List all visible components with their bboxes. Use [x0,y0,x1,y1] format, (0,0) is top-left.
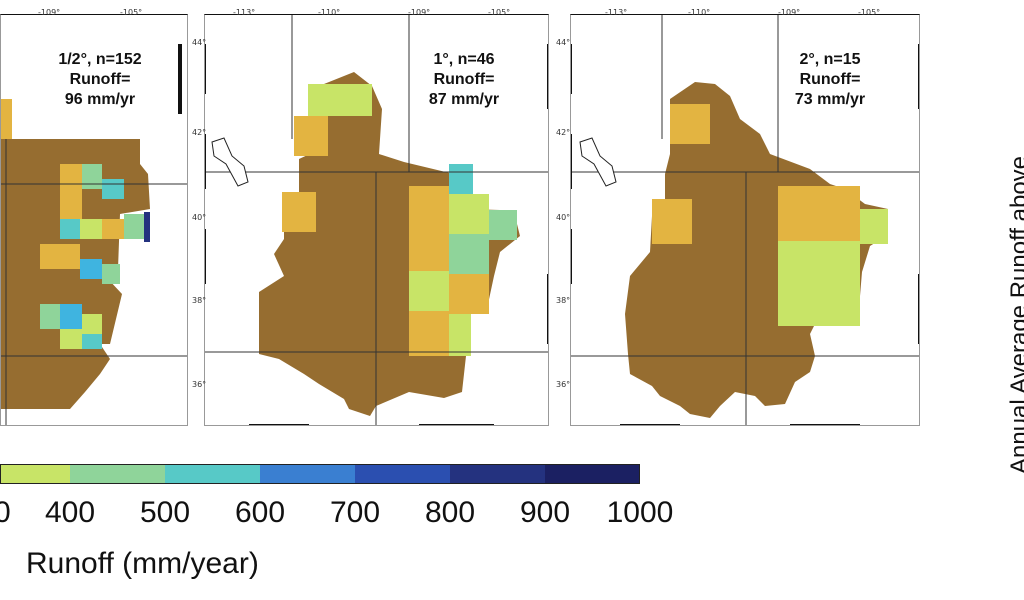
colorbar-tick-label: 900 [519,496,571,529]
colorbar-tick-label: 0 [0,496,11,529]
colorbar-segment [165,464,260,484]
lat-tick: 38° [192,296,207,305]
panel-annotation: 1°, n=46 Runoff= 87 mm/yr [394,50,534,110]
resolution-label: 1°, n=46 [433,51,495,68]
runoff-value: 73 mm/yr [794,91,866,108]
map-panel-two-degree: 2°, n=15 Runoff= 73 mm/yr [570,14,920,426]
lon-tick: -105° [858,8,881,17]
panel-annotation: 1/2°, n=152 Runoff= 96 mm/yr [30,50,170,110]
colorbar-tick-label: 500 [139,496,191,529]
colorbar-segment [450,464,545,484]
runoff-label: Runoff= [433,71,495,88]
colorbar-segment [70,464,165,484]
lon-tick: -105° [120,8,143,17]
runoff-map-half-degree [0,14,188,426]
lat-tick: 42° [556,128,571,137]
lat-tick: 40° [556,213,571,222]
colorbar-tick-label: 800 [424,496,476,529]
colorbar-label: Runoff (mm/year) [26,547,259,580]
colorbar-segment [0,464,70,484]
lat-tick: 36° [556,380,571,389]
runoff-value: 96 mm/yr [64,91,136,108]
colorbar-segment [260,464,355,484]
lon-tick: -110° [318,8,341,17]
lat-tick: 42° [192,128,207,137]
colorbar-segment [355,464,450,484]
side-axis-label: Annual Average Runoff above [1006,155,1024,474]
lon-tick: -110° [688,8,711,17]
lon-tick: -105° [488,8,511,17]
lat-tick: 40° [192,213,207,222]
lon-tick: -109° [778,8,801,17]
colorbar-tick-label: 1000 [606,496,674,529]
lon-tick: -113° [605,8,628,17]
colorbar [0,464,640,484]
colorbar-tick-label: 600 [234,496,286,529]
resolution-label: 1/2°, n=152 [58,51,142,68]
lon-tick: -109° [38,8,61,17]
runoff-map-two-degree [570,14,920,426]
runoff-map-one-degree [204,14,549,426]
colorbar-tick-label: 700 [329,496,381,529]
lat-tick: 44° [556,38,571,47]
map-panel-half-degree: 1/2°, n=152 Runoff= 96 mm/yr [0,14,188,426]
runoff-value: 87 mm/yr [428,91,500,108]
runoff-label: Runoff= [69,71,131,88]
lat-tick: 44° [192,38,207,47]
colorbar-tick-label: 400 [44,496,96,529]
lon-tick: -113° [233,8,256,17]
colorbar-segment [545,464,640,484]
lat-tick: 38° [556,296,571,305]
map-panel-one-degree: 1°, n=46 Runoff= 87 mm/yr [204,14,549,426]
resolution-label: 2°, n=15 [799,51,861,68]
runoff-label: Runoff= [799,71,861,88]
lat-tick: 36° [192,380,207,389]
lon-tick: -109° [408,8,431,17]
panel-annotation: 2°, n=15 Runoff= 73 mm/yr [760,50,900,110]
